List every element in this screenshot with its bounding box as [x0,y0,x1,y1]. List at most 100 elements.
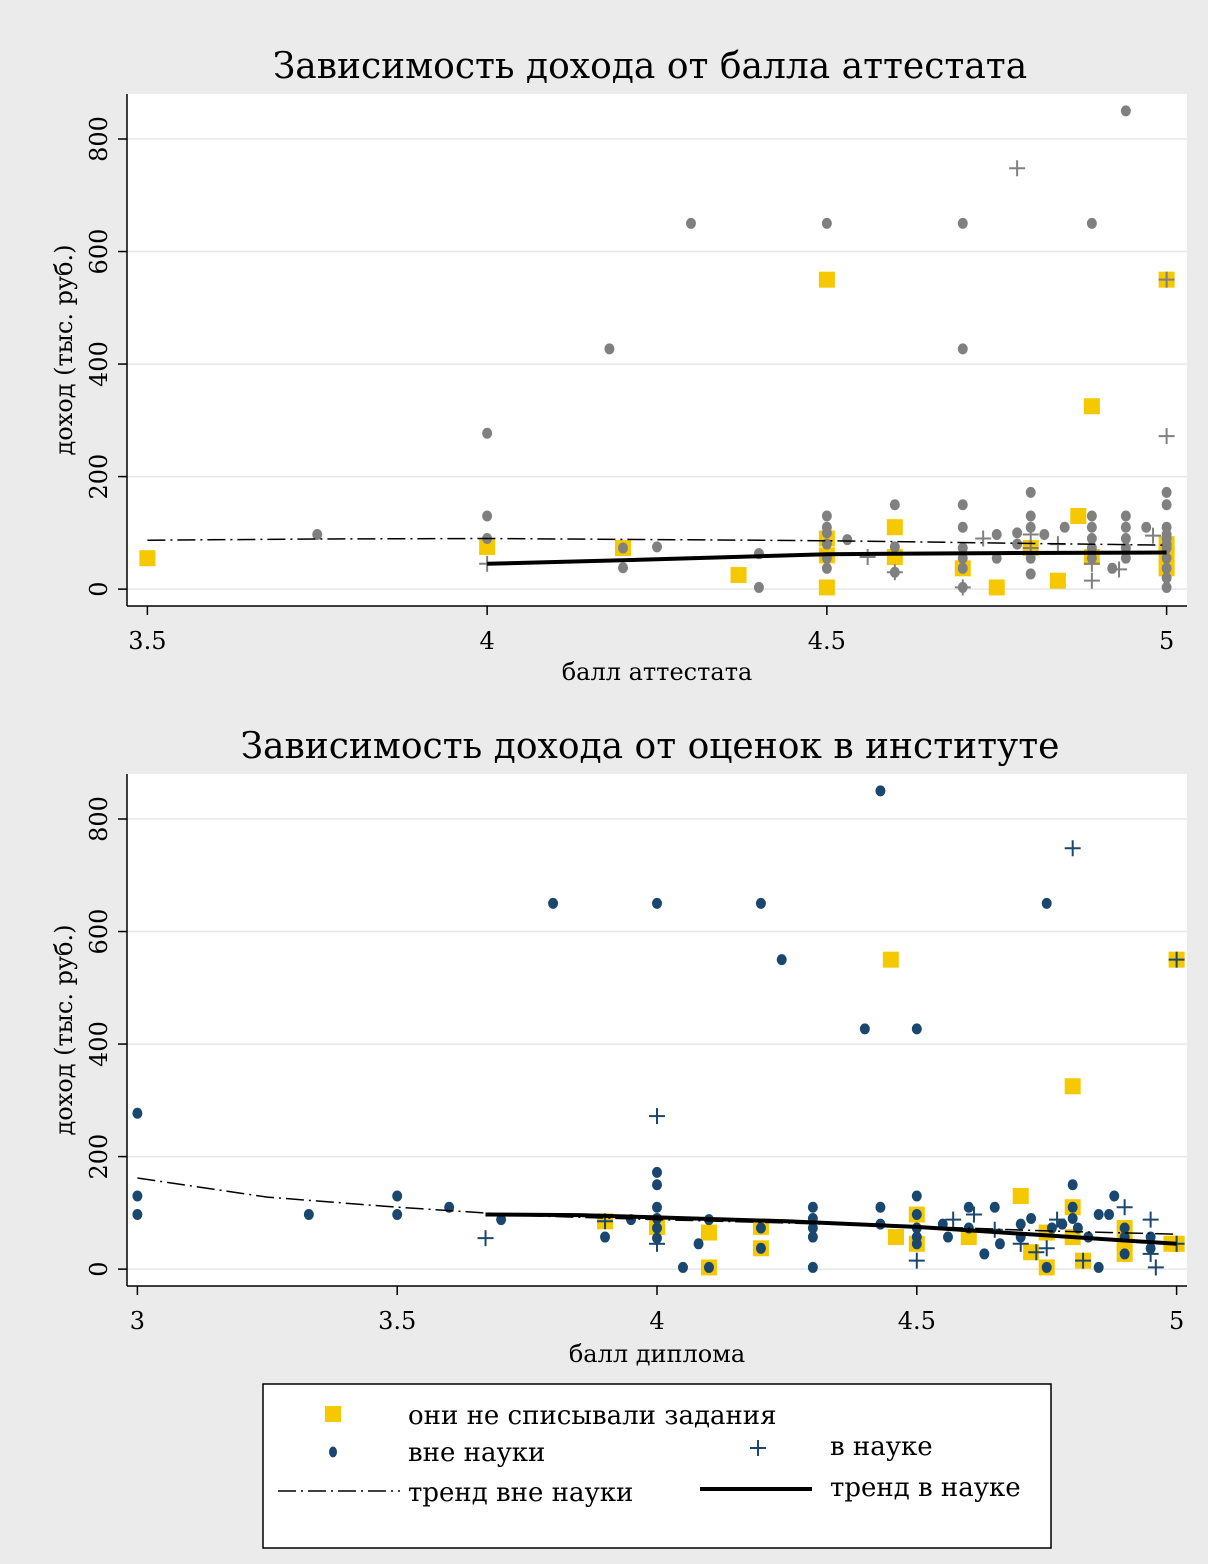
data-point [755,1222,766,1234]
data-point [1012,538,1023,550]
x-ticks-university: 3 3.5 4 4.5 5 [127,1285,1187,1335]
data-point [652,541,662,553]
data-point-plus [1142,1245,1159,1262]
data-point [132,1107,143,1119]
y-tick-label: 200 [85,454,113,500]
data-point [482,510,493,522]
data-point-plus [908,1252,925,1269]
data-point-plus [1111,561,1128,578]
x-tick-label: 4.5 [808,627,846,655]
y-tick-label: 600 [85,229,113,275]
data-point [911,1209,922,1221]
data-point-plus [1012,1235,1029,1252]
data-point [821,217,832,229]
data-point [957,552,968,564]
data-point [618,542,629,554]
data-point [1086,532,1097,544]
x-axis-label-university: балл диплома [569,1340,745,1368]
data-point [1161,562,1172,574]
data-point-plus [1145,527,1162,544]
y-tick-label: 800 [85,796,113,842]
highlight-marker [479,538,496,555]
data-point [1059,521,1070,533]
outside-science-points-school [312,105,1172,593]
data-point-plus [1083,555,1100,572]
x-tick-label: 3.5 [128,627,166,655]
highlight-marker [886,519,903,536]
y-tick-label: 0 [85,581,113,596]
y-tick-label: 400 [85,341,113,387]
highlight-marker [988,579,1005,596]
data-point [755,1242,766,1254]
legend: они не списывали задания вне науки в нау… [262,1383,1052,1549]
data-point [1067,1201,1078,1213]
data-point-plus [649,1108,665,1125]
x-tick-label: 3.5 [378,1307,416,1335]
data-point [1120,105,1131,117]
data-point [911,1190,922,1202]
legend-label-no-copying: они не списывали задания [408,1401,777,1431]
chart-title-school: Зависимость дохода от балла аттестата [273,46,1027,87]
data-point [1093,1261,1104,1273]
highlight-marker [888,1229,905,1246]
data-point [652,1179,662,1191]
data-point [1041,897,1052,909]
data-point [1067,1212,1078,1224]
y-axis-label-university: доход (тыс. руб.) [50,925,78,1136]
data-point-plus [1116,1199,1133,1216]
data-point [1161,499,1172,511]
data-point [1093,1209,1104,1221]
data-point-plus [1038,1240,1055,1257]
data-point [1120,521,1131,533]
legend-swatch-no-copying [325,1406,341,1422]
data-point [979,1248,990,1260]
data-point [821,527,832,539]
data-point [392,1190,403,1202]
highlight-marker [1049,572,1066,589]
data-point [1015,1218,1026,1230]
data-point [991,552,1002,564]
data-point-plus [1075,1252,1092,1269]
data-point [807,1201,818,1213]
y-axis-label-school: доход (тыс. руб.) [50,245,78,456]
data-point [1120,552,1131,564]
y-ticks-university: 0 200 400 600 800 [85,774,128,1286]
trend-line-outside-science [147,537,1167,546]
data-point [703,1261,714,1273]
data-point [652,897,662,909]
data-point [942,1231,953,1243]
data-point-plus [1158,271,1175,288]
data-point [1041,1261,1052,1273]
legend-label-trend-outside: тренд вне науки [408,1478,633,1508]
data-point-plus [1049,1211,1066,1228]
data-point [1025,552,1036,564]
data-point-plus [965,1206,982,1223]
data-point [1012,527,1023,539]
highlight-marker [818,579,835,596]
legend-box [262,1383,1052,1549]
data-point-plus [954,579,971,596]
y-tick-label: 600 [85,909,113,955]
trend-lines-school [147,537,1167,566]
highlight-marker [1012,1187,1029,1204]
data-point [482,427,493,439]
data-point [991,529,1002,541]
data-point [957,217,968,229]
data-point [1067,1179,1078,1191]
data-point [957,521,968,533]
data-point [821,562,832,574]
data-point [618,562,629,574]
data-point [1026,1212,1037,1224]
highlight-marker [882,951,899,968]
data-point [1046,1222,1057,1234]
legend-swatch-outside-science [329,1446,337,1458]
trend-line-outside-science [137,1177,1177,1235]
data-point [685,217,696,229]
data-point-plus [1147,1259,1164,1276]
x-axis-label-school: балл аттестата [562,658,753,686]
data-point [1120,532,1131,544]
data-point [963,1201,974,1213]
data-point [1119,1222,1130,1234]
data-point [677,1261,688,1273]
